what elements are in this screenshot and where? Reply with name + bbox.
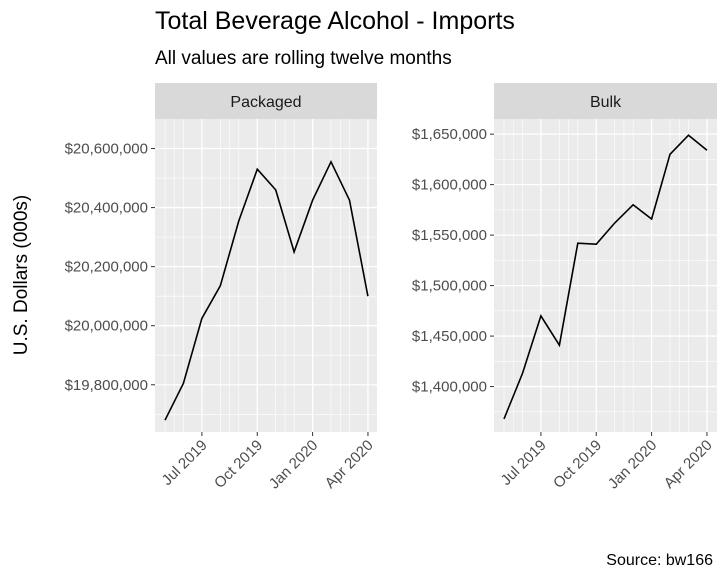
source-caption: Source: bw166 bbox=[606, 552, 713, 569]
chart-subtitle: All values are rolling twelve months bbox=[155, 48, 452, 69]
y-tick-label: $19,800,000 bbox=[65, 377, 148, 394]
x-tick-label: Jan 2020 bbox=[266, 437, 322, 493]
y-tick-label: $1,600,000 bbox=[412, 177, 487, 194]
y-tick-label: $1,500,000 bbox=[412, 278, 487, 295]
x-tick-label: Oct 2019 bbox=[550, 437, 605, 492]
y-tick-label: $1,450,000 bbox=[412, 328, 487, 345]
panel-background-bulk bbox=[494, 119, 717, 432]
x-tick-label: Jan 2020 bbox=[605, 437, 661, 493]
y-tick-label: $1,650,000 bbox=[412, 126, 487, 143]
panel-packaged: Packaged $19,800,000 $20,000,000 $20,200,00… bbox=[65, 83, 377, 492]
y-tick-label: $20,600,000 bbox=[65, 141, 148, 158]
facet-strip-packaged bbox=[155, 83, 377, 119]
x-tick-label: Oct 2019 bbox=[211, 437, 266, 492]
chart-title: Total Beverage Alcohol - Imports bbox=[155, 7, 515, 35]
panel-bulk: Bulk $1,400,000 $1,450,000 $1,500,000 $1,550… bbox=[412, 83, 717, 492]
x-tick-label: Apr 2020 bbox=[322, 437, 377, 492]
x-tick-label: Jul 2019 bbox=[159, 437, 211, 489]
series-line-packaged bbox=[164, 159, 369, 421]
y-axis-label: U.S. Dollars (000s) bbox=[11, 195, 32, 356]
y-tick-label: $1,550,000 bbox=[412, 227, 487, 244]
series-line-bulk bbox=[503, 134, 708, 420]
y-tick-label: $1,400,000 bbox=[412, 379, 487, 396]
facet-label-bulk: Bulk bbox=[590, 94, 622, 111]
y-tick-label: $20,400,000 bbox=[65, 200, 148, 217]
y-tick-label: $20,000,000 bbox=[65, 318, 148, 335]
y-tick-label: $20,200,000 bbox=[65, 259, 148, 276]
facet-strip-bulk bbox=[494, 83, 717, 119]
x-tick-label: Jul 2019 bbox=[498, 437, 550, 489]
facet-label-packaged: Packaged bbox=[230, 94, 301, 111]
x-tick-label: Apr 2020 bbox=[661, 437, 716, 492]
